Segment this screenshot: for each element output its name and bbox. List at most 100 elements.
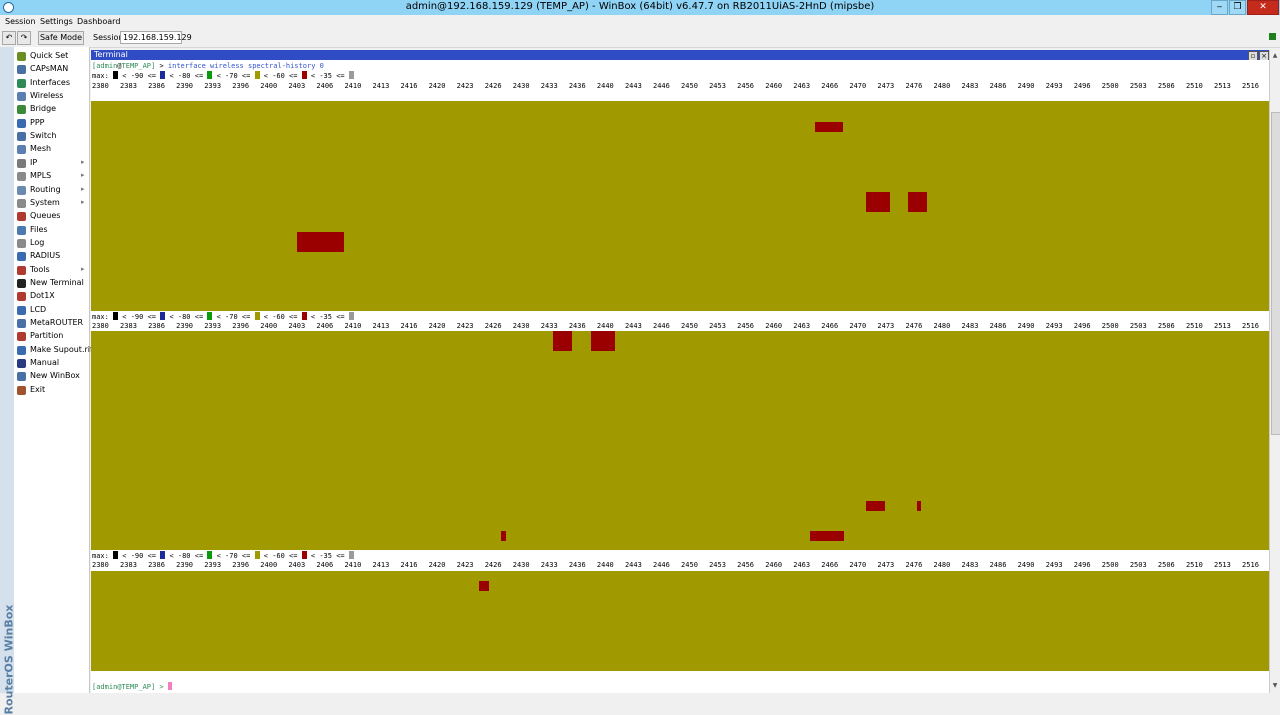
frequency-label: 2460 [765,561,783,569]
frequency-label: 2440 [596,82,614,90]
sidebar-item-tools[interactable]: Tools ▸ [14,264,89,277]
frequency-label: 2510 [1185,322,1203,330]
frequency-label: 2513 [1214,322,1231,330]
ip-icon [17,158,26,168]
wireless-icon [17,92,26,102]
frequency-label: 2436 [568,322,586,330]
frequency-label: 2390 [176,561,193,569]
frequency-label: 2460 [765,322,783,330]
prompt-text: [admin@TEMP_AP] > [92,683,164,691]
sidebar-item-lcd[interactable]: LCD [14,304,89,317]
sidebar-item-label: Log [30,237,45,247]
redo-button[interactable]: ↷ [17,31,31,45]
winbox-app-icon [3,2,14,13]
scroll-thumb[interactable] [1271,112,1280,435]
frequency-label: 2440 [596,561,614,569]
frequency-label: 2420 [428,322,446,330]
close-button[interactable]: ✕ [1247,0,1279,15]
sidebar-item-log[interactable]: Log [14,237,89,250]
sidebar-item-system[interactable]: System ▸ [14,197,89,210]
frequency-label: 2396 [232,561,250,569]
sidebar-item-capsman[interactable]: CAPsMAN [14,63,89,76]
sidebar-item-ppp[interactable]: PPP [14,117,89,130]
sidebar-item-label: Bridge [30,104,57,114]
frequency-label: 2430 [512,561,530,569]
sidebar-item-new-winbox[interactable]: New WinBox [14,370,89,383]
legend-swatch [113,551,119,559]
frequency-label: 2493 [1045,322,1063,330]
sidebar-item-label: Quick Set [30,51,69,60]
frequency-label: 2426 [484,82,502,90]
frequency-label: 2443 [624,82,642,90]
legend-text: max: [92,72,114,80]
frequency-label: 2450 [681,561,698,569]
sidebar-item-dot1x[interactable]: Dot1X [14,290,89,303]
sidebar-item-exit[interactable]: Exit [14,384,89,397]
legend-swatch [113,312,119,320]
scroll-down-icon[interactable]: ▼ [1272,682,1278,689]
files-icon [17,225,26,235]
tools-icon [17,265,26,275]
sidebar-item-bridge[interactable]: Bridge [14,103,89,116]
toolbar: ↶ ↷ Safe Mode Session: 192.168.159.129 [0,28,1280,48]
menu-session[interactable]: Session [5,17,36,26]
frequency-label: 2390 [176,82,193,90]
system-icon [17,198,26,208]
heatmap-peak-cell [866,192,890,212]
legend-swatch [160,551,166,559]
menu-settings[interactable]: Settings [40,17,73,26]
legend-swatch [254,551,260,559]
frequency-axis: 2380 2383 2386 2390 2393 2396 2400 2403 2406 2410… [92,561,1268,570]
sidebar-item-wireless[interactable]: Wireless [14,90,89,103]
command-text: interface wireless spectral-history 0 [167,62,324,70]
sidebar-item-switch[interactable]: Switch [14,130,89,143]
undo-button[interactable]: ↶ [2,31,16,45]
terminal-output[interactable]: [admin@TEMP_AP] > interface wireless spe… [91,60,1269,693]
legend-swatch [301,71,307,79]
frequency-label: 2403 [288,82,306,90]
sidebar-item-files[interactable]: Files [14,224,89,237]
sidebar-item-manual[interactable]: Manual [14,357,89,370]
sidebar-item-routing[interactable]: Routing ▸ [14,184,89,197]
sidebar-item-label: LCD [30,304,47,314]
title-bar: admin@192.168.159.129 (TEMP_AP) - WinBox… [0,0,1280,15]
frequency-label: 2433 [540,561,558,569]
undo-icon: ↶ [5,33,13,42]
redo-icon: ↷ [20,33,28,42]
frequency-label: 2493 [1045,82,1063,90]
frequency-label: 2436 [568,561,586,569]
legend-text: max: [92,552,114,560]
frequency-label: 2396 [232,82,250,90]
submenu-arrow-icon: ▸ [81,184,85,193]
safe-mode-button[interactable]: Safe Mode [38,31,84,45]
prompt-user: admin [96,62,118,70]
legend-swatch [348,551,354,559]
sidebar-item-interfaces[interactable]: Interfaces [14,77,89,90]
terminal-icon [17,278,26,288]
sidebar-item-new-terminal[interactable]: New Terminal [14,277,89,290]
legend-swatch [301,312,307,320]
heatmap-peak-cell [591,331,615,351]
sidebar-item-quick-set[interactable]: Quick Set [14,50,89,63]
sidebar-item-make-supout-rif[interactable]: Make Supout.rif [14,344,93,357]
sidebar-item-metarouter[interactable]: MetaROUTER [14,317,89,330]
sidebar-item-mesh[interactable]: Mesh [14,143,89,156]
maximize-button[interactable]: ❐ [1229,0,1246,15]
sidebar-item-radius[interactable]: RADIUS [14,250,89,263]
heatmap-background [91,101,1269,311]
sidebar-item-mpls[interactable]: MPLS ▸ [14,170,89,183]
sidebar-item-ip[interactable]: IP ▸ [14,157,89,170]
session-field[interactable]: 192.168.159.129 [120,31,192,44]
sidebar-item-queues[interactable]: Queues [14,210,89,223]
terminal-scrollbar[interactable]: ▲ ▼ [1269,50,1280,693]
lcd-icon [17,305,26,315]
prompt-line[interactable]: [admin@TEMP_AP] > [92,682,172,691]
menu-bar: Session Settings Dashboard [0,15,1280,28]
frequency-label: 2473 [877,561,895,569]
minimize-button[interactable]: ‒ [1211,0,1228,15]
legend-swatch [254,71,260,79]
scroll-up-icon[interactable]: ▲ [1272,52,1278,59]
menu-dashboard[interactable]: Dashboard [77,17,121,26]
sidebar-item-partition[interactable]: Partition [14,330,89,343]
heatmap-peak-cell [297,232,344,252]
